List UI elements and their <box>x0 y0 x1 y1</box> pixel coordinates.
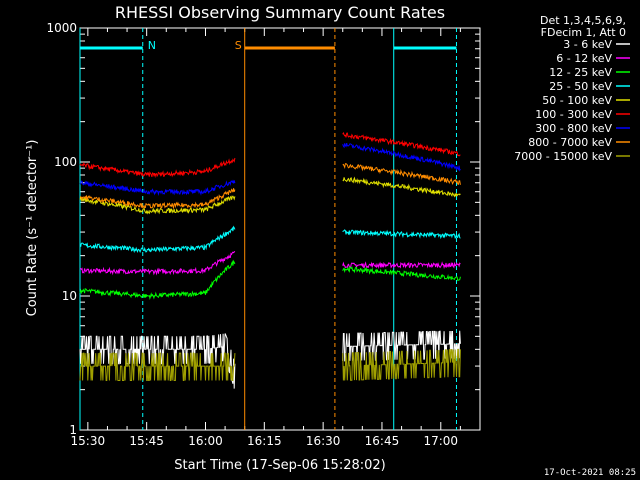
series-line <box>79 188 236 210</box>
legend-entry-label: 100 - 300 keV <box>535 108 612 121</box>
series-line <box>79 352 236 381</box>
chart-title: RHESSI Observing Summary Count Rates <box>115 3 445 22</box>
x-tick-label: 17:00 <box>423 434 458 448</box>
legend-entry-label: 7000 - 15000 keV <box>514 150 612 163</box>
series-12-25keV <box>79 259 461 301</box>
y-tick-label: 100 <box>54 155 77 169</box>
series-line <box>342 348 461 381</box>
series-100-300keV <box>79 131 461 179</box>
series-3-6keV <box>79 330 461 389</box>
series-line <box>79 333 236 389</box>
legend-entry-label: 50 - 100 keV <box>542 94 612 107</box>
series-line <box>342 176 461 198</box>
y-tick-label: 1 <box>69 423 77 437</box>
series-line <box>79 225 236 254</box>
plot-axes: 15:30 15:45 16:00 16:15 16:30 16:45 17:00 1 10 10… <box>46 21 481 448</box>
series-line <box>342 330 461 362</box>
series-7000-15000keV <box>79 348 461 381</box>
series-line <box>342 261 461 270</box>
legend-entry-label: 6 - 12 keV <box>556 52 612 65</box>
series-line <box>79 259 236 301</box>
legend-header: Det 1,3,4,5,6,9, <box>540 14 626 27</box>
legend-entry-label: 800 - 7000 keV <box>528 136 612 149</box>
x-tick-label: 16:00 <box>188 434 223 448</box>
series-layer <box>79 131 461 389</box>
legend-entry-label: 3 - 6 keV <box>563 38 612 51</box>
series-800-7000keV <box>79 163 461 210</box>
y-axis-label: Count Rate (s⁻¹ detector⁻¹) <box>25 140 40 317</box>
x-axis-label: Start Time (17-Sep-06 15:28:02) <box>174 458 385 473</box>
x-tick-label: 16:45 <box>365 434 400 448</box>
series-25-50keV <box>79 225 461 254</box>
series-6-12keV <box>79 250 461 276</box>
x-tick-label: 16:30 <box>306 434 341 448</box>
series-line <box>342 163 461 185</box>
x-tick-label: 15:30 <box>71 434 106 448</box>
legend-header: FDecim 1, Att 0 <box>541 26 626 39</box>
legend-entry-label: 12 - 25 keV <box>549 66 612 79</box>
legend-entry-label: 300 - 800 keV <box>535 122 612 135</box>
legend-entry-label: 25 - 50 keV <box>549 80 612 93</box>
render-timestamp: 17-Oct-2021 08:25 <box>544 468 636 478</box>
series-line <box>79 250 236 276</box>
series-line <box>342 142 461 172</box>
y-tick-label: 10 <box>62 289 77 303</box>
annotation-label: N <box>148 39 156 52</box>
series-line <box>342 229 461 240</box>
series-line <box>79 157 236 179</box>
y-tick-label: 1000 <box>46 21 77 35</box>
series-300-800keV <box>79 142 461 196</box>
annotation-label: S <box>235 39 242 52</box>
series-line <box>342 265 461 282</box>
series-line <box>342 131 461 157</box>
x-tick-label: 16:15 <box>247 434 282 448</box>
series-line <box>79 179 236 196</box>
legend: Det 1,3,4,5,6,9,FDecim 1, Att 03 - 6 keV… <box>514 14 630 163</box>
x-tick-label: 15:45 <box>129 434 164 448</box>
